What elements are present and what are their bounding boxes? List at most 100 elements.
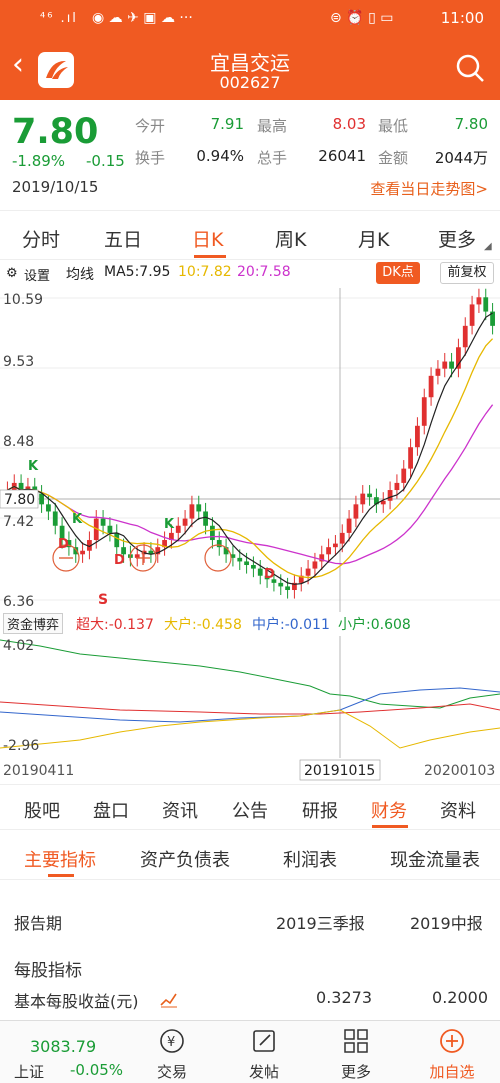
indicator-bar: 资金博弈 超大:-0.137 大户:-0.458 中户:-0.011 小户:0.… (0, 612, 500, 636)
trade-button[interactable]: ¥ 交易 (126, 1021, 218, 1083)
candle-body (278, 582, 284, 587)
d-mark: D (58, 537, 69, 552)
candle-body (333, 543, 338, 548)
post-button[interactable]: 发帖 (218, 1021, 310, 1083)
dk-point-button[interactable]: DK点 (376, 262, 420, 284)
candle-body (52, 511, 58, 526)
more-triangle-icon: ◢ (484, 241, 492, 252)
tab-intraday[interactable]: 分时 (22, 229, 61, 251)
index-name: 上证 (14, 1063, 45, 1081)
adjust-button[interactable]: 前复权 (440, 262, 494, 284)
turnover-label: 换手 (135, 149, 166, 167)
eps-label: 基本每股收益(元) (14, 992, 139, 1011)
candle-body (46, 504, 51, 512)
low-value: 7.80 (454, 115, 488, 133)
candle-body (476, 297, 482, 305)
candle-body (39, 493, 44, 505)
candle-body (462, 325, 468, 348)
post-label: 发帖 (248, 1063, 279, 1081)
super-large-value: 超大:-0.137 (76, 617, 154, 633)
k-mark: K (72, 512, 83, 527)
x-label-cursor: 20191015 (304, 763, 375, 779)
back-button[interactable]: ‹ (12, 47, 24, 82)
tab-weekly-k[interactable]: 周K (275, 229, 307, 251)
candle-body (387, 490, 393, 501)
tab-balance-sheet[interactable]: 资产负债表 (140, 850, 230, 871)
change-value: -0.15 (86, 152, 125, 170)
ma5-value: MA5:7.95 (104, 264, 171, 280)
y-label-4: 7.42 (3, 514, 34, 530)
candle-body (80, 550, 85, 555)
yuan-icon: ¥ (160, 1029, 184, 1053)
candle-body (421, 397, 427, 426)
candles-group (5, 288, 495, 599)
indicator-bottom-label: -2.96 (3, 738, 39, 754)
indicator-selector[interactable]: 资金博弈 (3, 613, 64, 634)
tab-news[interactable]: 资讯 (162, 801, 198, 822)
svg-text:¥: ¥ (167, 1035, 175, 1050)
d-mark: D (264, 567, 275, 582)
candle-body (107, 525, 113, 533)
tab-monthly-k[interactable]: 月K (358, 229, 390, 251)
candle-body (189, 504, 195, 519)
candle-body (87, 540, 92, 551)
ma20-value: 20:7.58 (237, 264, 291, 280)
ma10-value: 10:7.82 (178, 264, 232, 280)
amount-value: 2044万 (434, 149, 488, 167)
candle-body (483, 297, 489, 312)
amount-label: 金额 (378, 149, 409, 167)
tab-orderbook[interactable]: 盘口 (93, 801, 129, 822)
ma20-line (7, 404, 494, 565)
candle-body (59, 525, 65, 541)
period-tabs: 分时 五日 日K 周K 月K 更多 ◢ (0, 210, 500, 260)
more-label: 更多 (340, 1063, 371, 1081)
candle-body (93, 518, 99, 541)
candle-body (155, 547, 161, 555)
eps-q3: 0.3273 (316, 988, 372, 1007)
search-icon[interactable] (454, 52, 486, 88)
stock-code: 002627 (219, 73, 281, 92)
add-watchlist-button[interactable]: 加自选 (404, 1021, 500, 1083)
candle-body (162, 540, 167, 548)
current-price-label: 7.80 (4, 492, 35, 508)
tab-key-indicators[interactable]: 主要指标 (24, 850, 96, 871)
candle-body (223, 547, 229, 555)
candle-body (114, 532, 120, 548)
small-value: 小户:0.608 (338, 617, 411, 633)
kline-chart[interactable]: 10.59 9.53 8.48 7.42 6.36 7.80 K K K D D… (0, 288, 500, 612)
tab-research[interactable]: 研报 (302, 801, 338, 822)
tab-more[interactable]: 更多 (438, 229, 477, 251)
candle-body (251, 565, 256, 569)
tab-forum[interactable]: 股吧 (24, 801, 60, 822)
candle-body (73, 547, 79, 555)
indicator-top-label: 4.02 (3, 638, 34, 654)
candle-body (380, 500, 386, 505)
k-mark: K (28, 459, 39, 474)
settings-button[interactable]: 设置 (24, 269, 51, 284)
trend-chart-icon[interactable] (160, 990, 178, 1008)
quote-panel: 7.80 -1.89% -0.15 2019/10/15 今开 7.91 最高 … (0, 100, 500, 210)
col-header-q3: 2019三季报 (276, 914, 365, 933)
tab-profile[interactable]: 资料 (440, 801, 476, 822)
more-button[interactable]: 更多 (310, 1021, 402, 1083)
tab-cash-flow[interactable]: 现金流量表 (390, 850, 480, 871)
candle-body (456, 347, 461, 369)
tab-income-statement[interactable]: 利润表 (283, 850, 337, 871)
candle-body (415, 425, 420, 448)
candle-body (121, 547, 126, 555)
mark-circle-icon (204, 544, 232, 572)
index-widget[interactable]: 3083.79 上证 -0.05% (0, 1021, 126, 1083)
active-section-indicator (372, 825, 408, 828)
tab-daily-k[interactable]: 日K (192, 229, 224, 251)
tab-five-day[interactable]: 五日 (104, 229, 143, 251)
gear-icon[interactable]: ⚙ (6, 266, 18, 281)
s-mark: S (98, 592, 108, 608)
intraday-trend-link[interactable]: 查看当日走势图> (370, 180, 488, 198)
ma-label: 均线 (66, 267, 94, 283)
fund-flow-chart[interactable]: 4.02 -2.96 20190411 20191015 20200103 (0, 636, 500, 784)
tab-announcements[interactable]: 公告 (232, 801, 268, 822)
tab-finance[interactable]: 财务 (371, 801, 407, 822)
app-icon: ◉ ☁ ✈ ▣ ☁ ··· (92, 10, 193, 26)
active-tab-indicator (194, 255, 226, 258)
y-label-3: 8.48 (3, 434, 34, 450)
